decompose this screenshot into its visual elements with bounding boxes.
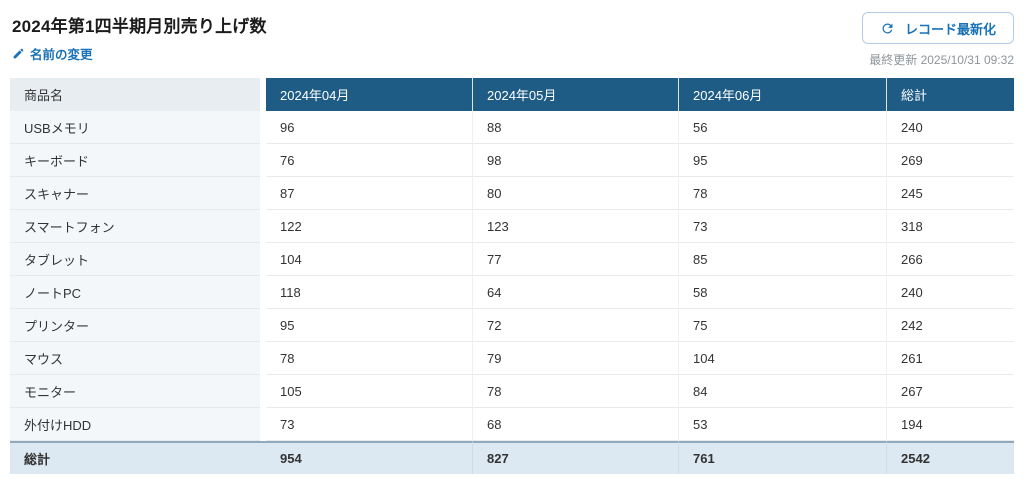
column-gutter xyxy=(260,276,266,309)
table-row: USBメモリ 96 88 56 240 xyxy=(10,111,1014,144)
row-label: スキャナー xyxy=(10,177,260,210)
cell-value: 318 xyxy=(886,210,1014,243)
actions-block: レコード最新化 最終更新 2025/10/31 09:32 xyxy=(861,12,1014,68)
row-label: スマートフォン xyxy=(10,210,260,243)
column-gutter xyxy=(260,243,266,276)
column-header: 総計 xyxy=(886,78,1014,111)
cell-value: 95 xyxy=(678,144,886,177)
last-updated-text: 最終更新 2025/10/31 09:32 xyxy=(869,53,1014,67)
row-label: 外付けHDD xyxy=(10,408,260,441)
refresh-button-label: レコード最新化 xyxy=(904,21,996,37)
cell-value: 76 xyxy=(266,144,472,177)
cell-value: 75 xyxy=(678,309,886,342)
rename-link[interactable]: 名前の変更 xyxy=(12,44,93,63)
cell-value: 73 xyxy=(266,408,472,441)
row-label: ノートPC xyxy=(10,276,260,309)
refresh-icon xyxy=(880,21,895,36)
cell-value: 53 xyxy=(678,408,886,441)
table-row: スキャナー 87 80 78 245 xyxy=(10,177,1014,210)
top-bar: 2024年第1四半期月別売り上げ数 名前の変更 レコード最新化 最終更新 202… xyxy=(0,0,1024,74)
cell-value: 240 xyxy=(886,276,1014,309)
row-label: タブレット xyxy=(10,243,260,276)
column-gutter xyxy=(260,177,266,210)
row-label: マウス xyxy=(10,342,260,375)
column-gutter xyxy=(260,441,266,474)
cell-value: 64 xyxy=(472,276,678,309)
table-row: キーボード 76 98 95 269 xyxy=(10,144,1014,177)
column-gutter xyxy=(260,375,266,408)
footer-label: 総計 xyxy=(10,441,260,474)
cell-value: 78 xyxy=(678,177,886,210)
column-gutter xyxy=(260,78,266,111)
cell-value: 266 xyxy=(886,243,1014,276)
cell-value: 78 xyxy=(266,342,472,375)
cell-value: 88 xyxy=(472,111,678,144)
page-title: 2024年第1四半期月別売り上げ数 xyxy=(12,17,267,36)
footer-value: 2542 xyxy=(886,441,1014,474)
cell-value: 104 xyxy=(678,342,886,375)
column-header: 2024年05月 xyxy=(472,78,678,111)
row-label: USBメモリ xyxy=(10,111,260,144)
table-row: プリンター 95 72 75 242 xyxy=(10,309,1014,342)
cell-value: 267 xyxy=(886,375,1014,408)
cell-value: 77 xyxy=(472,243,678,276)
cell-value: 96 xyxy=(266,111,472,144)
cell-value: 72 xyxy=(472,309,678,342)
column-header-product-name: 商品名 xyxy=(10,78,260,111)
column-gutter xyxy=(260,111,266,144)
table-header-row: 商品名 2024年04月 2024年05月 2024年06月 総計 xyxy=(10,78,1014,111)
cell-value: 105 xyxy=(266,375,472,408)
cell-value: 56 xyxy=(678,111,886,144)
footer-value: 827 xyxy=(472,441,678,474)
row-label: モニター xyxy=(10,375,260,408)
table-row: マウス 78 79 104 261 xyxy=(10,342,1014,375)
cell-value: 78 xyxy=(472,375,678,408)
column-gutter xyxy=(260,144,266,177)
title-block: 2024年第1四半期月別売り上げ数 名前の変更 xyxy=(12,12,267,65)
table-row: ノートPC 118 64 58 240 xyxy=(10,276,1014,309)
cell-value: 79 xyxy=(472,342,678,375)
cell-value: 242 xyxy=(886,309,1014,342)
sales-pivot-table: 商品名 2024年04月 2024年05月 2024年06月 総計 USBメモリ 96 88… xyxy=(10,78,1014,474)
cell-value: 98 xyxy=(472,144,678,177)
cell-value: 95 xyxy=(266,309,472,342)
footer-value: 954 xyxy=(266,441,472,474)
cell-value: 118 xyxy=(266,276,472,309)
cell-value: 87 xyxy=(266,177,472,210)
cell-value: 84 xyxy=(678,375,886,408)
cell-value: 85 xyxy=(678,243,886,276)
column-gutter xyxy=(260,408,266,441)
cell-value: 240 xyxy=(886,111,1014,144)
footer-value: 761 xyxy=(678,441,886,474)
table-row: タブレット 104 77 85 266 xyxy=(10,243,1014,276)
cell-value: 245 xyxy=(886,177,1014,210)
cell-value: 68 xyxy=(472,408,678,441)
table-row: モニター 105 78 84 267 xyxy=(10,375,1014,408)
cell-value: 261 xyxy=(886,342,1014,375)
table-footer-row: 総計 954 827 761 2542 xyxy=(10,441,1014,474)
column-gutter xyxy=(260,210,266,243)
row-label: キーボード xyxy=(10,144,260,177)
cell-value: 122 xyxy=(266,210,472,243)
rename-label: 名前の変更 xyxy=(30,48,93,62)
cell-value: 104 xyxy=(266,243,472,276)
cell-value: 73 xyxy=(678,210,886,243)
cell-value: 269 xyxy=(886,144,1014,177)
column-header: 2024年04月 xyxy=(266,78,472,111)
pencil-icon xyxy=(12,47,25,60)
refresh-records-button[interactable]: レコード最新化 xyxy=(861,12,1014,44)
cell-value: 194 xyxy=(886,408,1014,441)
column-gutter xyxy=(260,342,266,375)
cell-value: 58 xyxy=(678,276,886,309)
column-gutter xyxy=(260,309,266,342)
table-row: スマートフォン 122 123 73 318 xyxy=(10,210,1014,243)
column-header: 2024年06月 xyxy=(678,78,886,111)
cell-value: 80 xyxy=(472,177,678,210)
cell-value: 123 xyxy=(472,210,678,243)
row-label: プリンター xyxy=(10,309,260,342)
table-row: 外付けHDD 73 68 53 194 xyxy=(10,408,1014,441)
